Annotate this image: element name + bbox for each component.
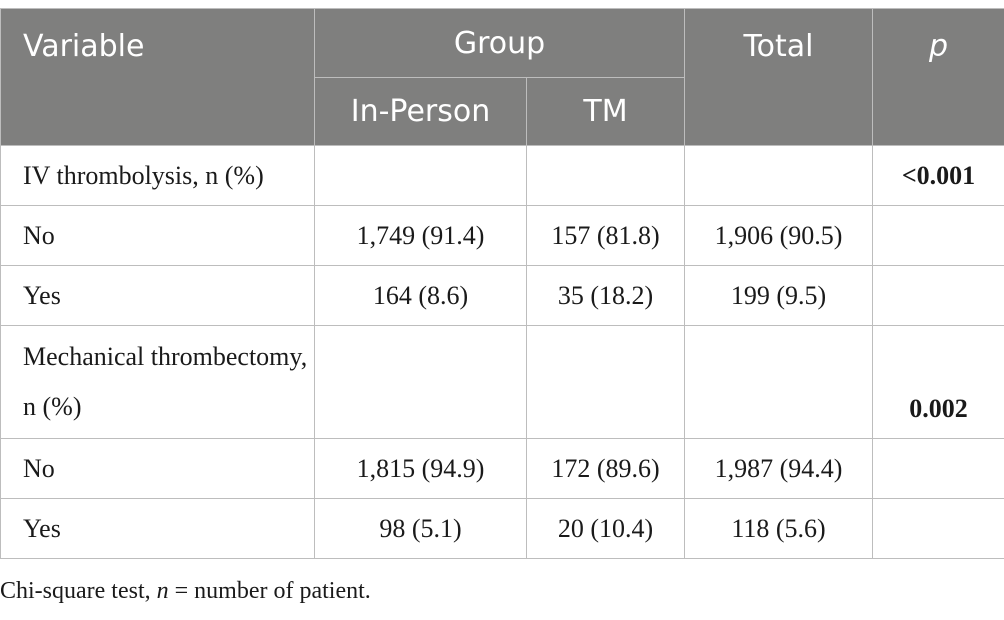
- cell-in-person: 164 (8.6): [314, 265, 527, 326]
- table-row: Mechanical thrombectomy, n (%) 0.002: [0, 325, 1004, 439]
- cell-total: 199 (9.5): [684, 265, 873, 326]
- cell-total: [684, 325, 873, 439]
- results-table: Variable Group Total p In-Person TM IV t…: [0, 8, 1004, 559]
- row-label: IV thrombolysis, n (%): [0, 145, 315, 206]
- cell-total: 118 (5.6): [684, 498, 873, 559]
- cell-p-value: <0.001: [872, 145, 1004, 206]
- footnote-suffix: = number of patient.: [168, 578, 371, 604]
- row-label: Mechanical thrombectomy, n (%): [0, 325, 315, 439]
- header-row: Variable Group Total p: [0, 8, 1004, 146]
- header-variable: Variable: [0, 8, 315, 146]
- header-total: Total: [684, 8, 873, 146]
- header-p: p: [872, 8, 1004, 146]
- table-row: No 1,749 (91.4) 157 (81.8) 1,906 (90.5): [0, 205, 1004, 266]
- cell-in-person: 1,749 (91.4): [314, 205, 527, 266]
- table-row: Yes 98 (5.1) 20 (10.4) 118 (5.6): [0, 498, 1004, 559]
- header-group: Group: [314, 8, 685, 78]
- cell-total: 1,906 (90.5): [684, 205, 873, 266]
- cell-total: [684, 145, 873, 206]
- table-row: IV thrombolysis, n (%) <0.001: [0, 145, 1004, 206]
- cell-tm: 157 (81.8): [526, 205, 685, 266]
- cell-p-value: 0.002: [872, 325, 1004, 439]
- footnote-prefix: Chi-square test,: [0, 578, 157, 604]
- subheader-row: In-Person TM: [1, 77, 1004, 146]
- cell-in-person: 98 (5.1): [314, 498, 527, 559]
- cell-in-person: 1,815 (94.9): [314, 438, 527, 499]
- table-footnote: Chi-square test, n = number of patient.: [0, 578, 371, 605]
- cell-in-person: [314, 325, 527, 439]
- cell-tm: [526, 145, 685, 206]
- header-in-person: In-Person: [314, 77, 527, 146]
- header-tm: TM: [526, 77, 685, 146]
- cell-in-person: [314, 145, 527, 206]
- cell-p-value: [872, 205, 1004, 266]
- cell-tm: 35 (18.2): [526, 265, 685, 326]
- cell-tm: 172 (89.6): [526, 438, 685, 499]
- footnote-n-symbol: n: [156, 578, 169, 604]
- cell-tm: 20 (10.4): [526, 498, 685, 559]
- row-label: Yes: [0, 265, 315, 326]
- cell-p-value: [872, 438, 1004, 499]
- table-row: No 1,815 (94.9) 172 (89.6) 1,987 (94.4): [0, 438, 1004, 499]
- cell-total: 1,987 (94.4): [684, 438, 873, 499]
- row-label: No: [0, 205, 315, 266]
- row-label: No: [0, 438, 315, 499]
- row-label: Yes: [0, 498, 315, 559]
- cell-p-value: [872, 265, 1004, 326]
- cell-p-value: [872, 498, 1004, 559]
- table-row: Yes 164 (8.6) 35 (18.2) 199 (9.5): [0, 265, 1004, 326]
- cell-tm: [526, 325, 685, 439]
